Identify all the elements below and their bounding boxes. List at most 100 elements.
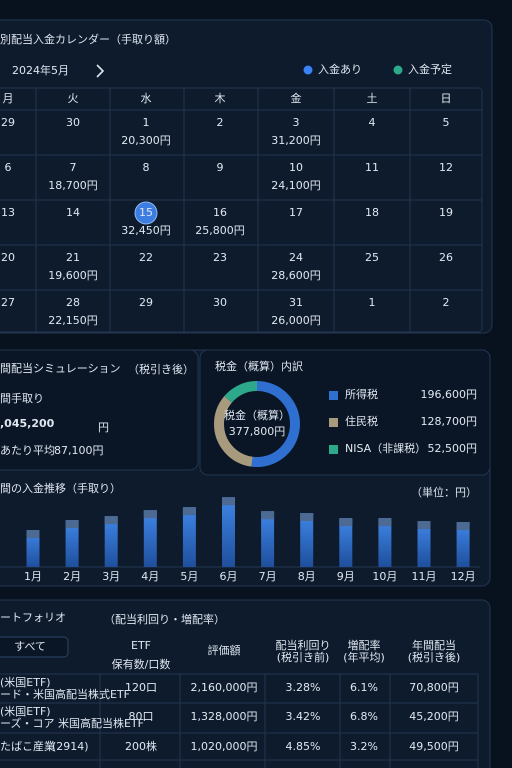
day-number: 15: [139, 206, 153, 219]
x-tick-label: 11月: [412, 570, 437, 583]
bar-cap: [65, 520, 79, 529]
day-number: 24: [289, 251, 303, 264]
bar-cap: [378, 518, 392, 527]
weekday: 土: [367, 92, 378, 105]
x-tick-label: 6月: [220, 570, 238, 583]
x-tick-label: 1月: [24, 570, 42, 583]
holding-name: (米国ETF): [0, 676, 51, 689]
column-header: (税引き前): [277, 650, 330, 664]
table-cell: 70,800円: [409, 681, 459, 694]
day-number: 30: [213, 296, 227, 309]
simulation-note: （税引き後）: [128, 362, 194, 376]
weekday: 日: [441, 92, 452, 105]
donut-segment: [214, 381, 300, 467]
day-number: 1: [369, 296, 376, 309]
day-number: 2: [217, 116, 224, 129]
tax-value: 52,500円: [428, 442, 478, 455]
day-number: 18: [365, 206, 379, 219]
table-cell: 1,020,000円: [191, 740, 258, 753]
bar-cap: [182, 507, 196, 516]
day-number: 6: [5, 161, 12, 174]
table-cell: 3.28%: [286, 681, 321, 694]
bar: [456, 522, 470, 567]
tax-name: 所得税: [345, 387, 378, 401]
chart-title: 間の入金推移（手取り）: [0, 481, 121, 495]
column-header: 増配率: [348, 638, 381, 652]
day-number: 13: [1, 206, 15, 219]
tax-value: 128,700円: [421, 415, 478, 428]
tax-title: 税金（概算）内訳: [215, 359, 303, 373]
x-tick-label: 8月: [298, 570, 316, 583]
table-cell: 4.85%: [286, 740, 321, 753]
day-amount: 18,700円: [48, 179, 98, 192]
day-number: 1: [143, 116, 150, 129]
calendar-title: 別配当入金カレンダー（手取り額）: [0, 32, 176, 46]
bar: [261, 511, 275, 567]
day-amount: 22,150円: [48, 314, 98, 327]
x-tick-label: 7月: [259, 570, 277, 583]
bar-cap: [300, 513, 314, 522]
x-tick-label: 3月: [102, 570, 120, 583]
tax-panel: [199, 349, 491, 476]
bar: [378, 518, 392, 567]
today-marker: [134, 201, 158, 225]
holding-fund: ーズ・コア 米国高配当株ETF: [0, 716, 144, 730]
table-frame: [0, 673, 479, 768]
bar: [26, 530, 40, 567]
day-number: 2: [443, 296, 450, 309]
month-label: 2024年5月: [12, 63, 69, 77]
total-value: ,045,200: [0, 417, 55, 430]
table-cell: 6.1%: [350, 681, 378, 694]
filter-label: すべて: [14, 640, 46, 653]
weekday: 火: [68, 92, 79, 105]
column-header: 配当利回り: [276, 638, 331, 652]
day-amount: 32,450円: [121, 224, 171, 237]
portfolio-panel: [0, 599, 491, 768]
table-cell: 3.42%: [286, 710, 321, 723]
x-tick-label: 10月: [372, 570, 397, 583]
bar: [222, 497, 235, 567]
day-number: 16: [213, 206, 227, 219]
day-number: 7: [70, 161, 77, 174]
total-unit: 円: [98, 421, 109, 434]
bar-cap: [339, 518, 353, 527]
tax-name: 住民税: [345, 414, 378, 428]
column-header: (年平均): [343, 650, 385, 664]
day-number: 17: [289, 206, 303, 219]
tax-name: NISA（非課税）: [345, 441, 426, 455]
day-number: 9: [217, 161, 224, 174]
holding-name: たばこ産業: [0, 740, 55, 753]
next-month[interactable]: [96, 64, 105, 78]
day-number: 27: [1, 296, 15, 309]
x-tick-label: 4月: [141, 570, 159, 583]
day-number: 25: [365, 251, 379, 264]
day-number: 21: [66, 251, 80, 264]
day-number: 30: [66, 116, 80, 129]
bar-cap: [143, 510, 157, 519]
table-cell: 1,328,000円: [191, 710, 258, 723]
day-number: 14: [66, 206, 80, 219]
donut-value: 377,800円: [229, 425, 286, 438]
bar-cap: [417, 521, 431, 530]
bar-cap: [261, 511, 275, 520]
day-number: 29: [1, 116, 15, 129]
bar: [182, 507, 196, 567]
table-cell: 80口: [129, 710, 154, 723]
holding-code: (2914): [52, 740, 89, 753]
filter-button[interactable]: [0, 636, 69, 658]
avg-value: 87,100円: [54, 444, 104, 457]
table-cell: 45,200円: [409, 710, 459, 723]
day-amount: 19,600円: [48, 269, 98, 282]
bar-cap: [104, 516, 118, 525]
donut-label: 税金（概算）: [224, 408, 290, 422]
day-amount: 28,600円: [271, 269, 321, 282]
x-tick-label: 12月: [451, 570, 476, 583]
day-number: 12: [439, 161, 453, 174]
legend-dot: [303, 65, 313, 75]
day-number: 4: [369, 116, 376, 129]
day-number: 8: [143, 161, 150, 174]
holding-name: (米国ETF): [0, 705, 51, 718]
day-amount: 31,200円: [271, 134, 321, 147]
